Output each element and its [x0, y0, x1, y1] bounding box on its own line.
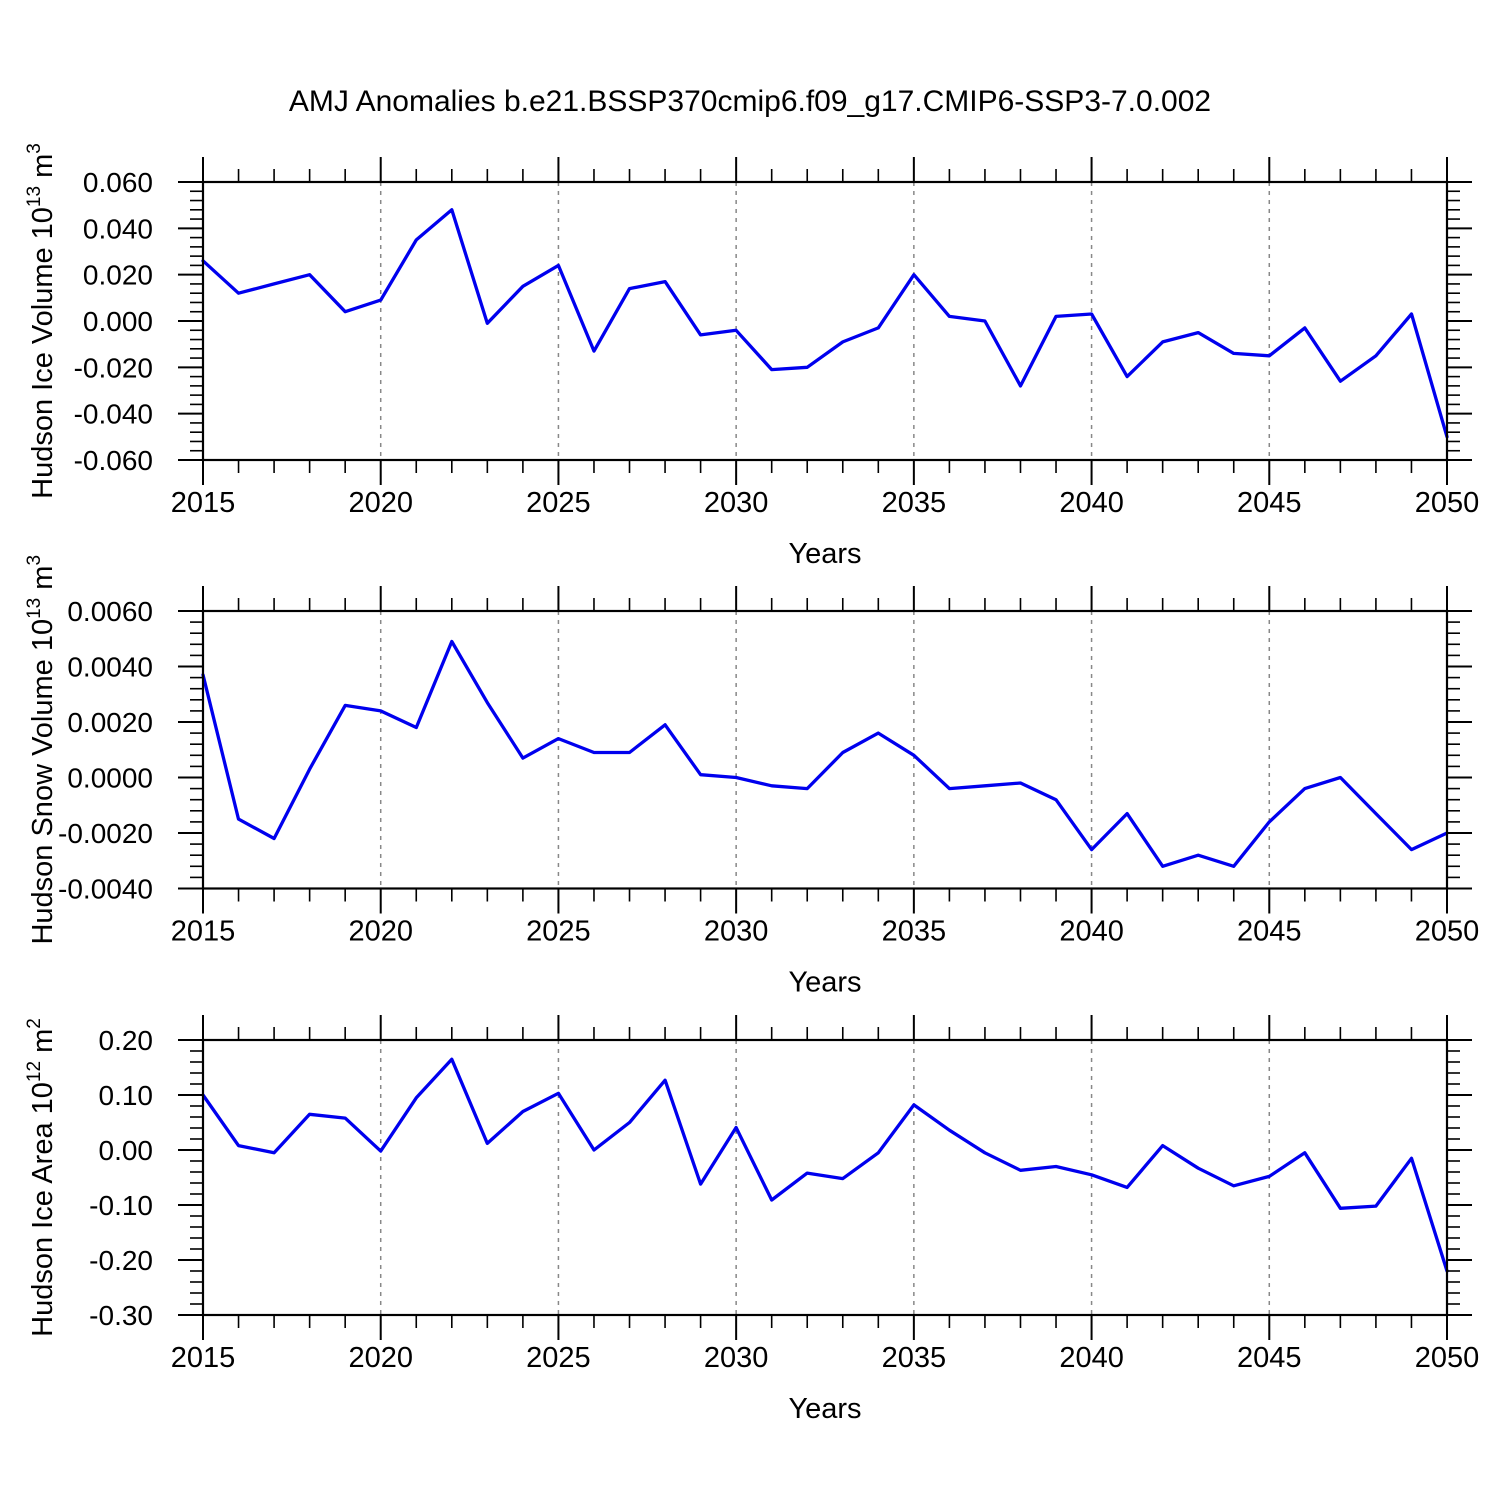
y-axis-label: Hudson Ice Volume 1013 m3 — [24, 143, 59, 499]
svg-text:0.0040: 0.0040 — [67, 652, 153, 683]
svg-text:2050: 2050 — [1415, 487, 1480, 519]
svg-text:2035: 2035 — [882, 916, 947, 948]
chart-title: AMJ Anomalies b.e21.BSSP370cmip6.f09_g17… — [288, 85, 1212, 118]
svg-text:2025: 2025 — [526, 916, 591, 948]
svg-text:2040: 2040 — [1059, 487, 1124, 519]
svg-text:2020: 2020 — [348, 487, 413, 519]
svg-text:2035: 2035 — [882, 487, 947, 519]
x-tick-labels: 2015 2020 2025 2030 2035 2040 2045 2050 — [171, 1342, 1480, 1374]
hudson-ice-area-line — [201, 1057, 1449, 1273]
axis-ticks — [178, 1015, 1472, 1340]
y-tick-labels: 0.060 0.040 0.020 0.000 -0.020 -0.040 -0.060 — [74, 167, 153, 476]
panel-hudson-ice-volume: 0.060 0.040 0.020 0.000 -0.020 -0.040 -0.060 20… — [24, 143, 1479, 570]
y-tick-labels: 0.0060 0.0040 0.0020 0.0000 -0.0020 -0.0040 — [58, 596, 153, 905]
svg-text:-0.060: -0.060 — [74, 445, 153, 476]
svg-text:2015: 2015 — [171, 1342, 236, 1374]
svg-text:0.0060: 0.0060 — [67, 596, 153, 627]
svg-text:2045: 2045 — [1237, 916, 1302, 948]
svg-text:-0.020: -0.020 — [74, 352, 153, 383]
panel-hudson-snow-volume: 0.0060 0.0040 0.0020 0.0000 -0.0020 -0.0040 20… — [24, 555, 1479, 999]
svg-text:2025: 2025 — [526, 1342, 591, 1374]
gridlines — [379, 182, 1271, 460]
y-axis-label: Hudson Snow Volume 1013 m3 — [24, 555, 59, 945]
svg-text:2040: 2040 — [1059, 916, 1124, 948]
svg-text:2040: 2040 — [1059, 1342, 1124, 1374]
svg-text:0.020: 0.020 — [83, 260, 153, 291]
axis-ticks — [178, 157, 1472, 485]
svg-text:2025: 2025 — [526, 487, 591, 519]
axis-frame — [201, 1038, 1449, 1317]
svg-text:-0.040: -0.040 — [74, 399, 153, 430]
svg-text:2030: 2030 — [704, 916, 769, 948]
svg-text:-0.0040: -0.0040 — [58, 874, 153, 905]
svg-text:-0.0020: -0.0020 — [58, 818, 153, 849]
svg-text:0.00: 0.00 — [99, 1135, 154, 1166]
svg-text:2030: 2030 — [704, 1342, 769, 1374]
svg-text:2045: 2045 — [1237, 487, 1302, 519]
x-axis-label: Years — [788, 538, 861, 570]
x-axis-label: Years — [788, 967, 861, 999]
svg-text:0.0020: 0.0020 — [67, 707, 153, 738]
svg-text:2015: 2015 — [171, 916, 236, 948]
x-tick-labels: 2015 2020 2025 2030 2035 2040 2045 2050 — [171, 916, 1480, 948]
axis-frame — [201, 180, 1449, 462]
svg-text:0.20: 0.20 — [99, 1025, 154, 1056]
svg-text:2050: 2050 — [1415, 916, 1480, 948]
svg-text:0.060: 0.060 — [83, 167, 153, 198]
y-tick-labels: 0.20 0.10 0.00 -0.10 -0.20 -0.30 — [89, 1025, 153, 1331]
svg-text:0.040: 0.040 — [83, 213, 153, 244]
svg-text:0.10: 0.10 — [99, 1080, 154, 1111]
hudson-ice-volume-line — [201, 208, 1449, 439]
svg-text:-0.10: -0.10 — [89, 1190, 153, 1221]
svg-text:2020: 2020 — [348, 1342, 413, 1374]
hudson-snow-volume-line — [201, 639, 1449, 868]
y-axis-label: Hudson Ice Area 1012 m2 — [24, 1018, 59, 1337]
svg-text:2035: 2035 — [882, 1342, 947, 1374]
svg-text:2045: 2045 — [1237, 1342, 1302, 1374]
svg-text:0.000: 0.000 — [83, 306, 153, 337]
svg-text:-0.20: -0.20 — [89, 1245, 153, 1276]
svg-text:-0.30: -0.30 — [89, 1300, 153, 1331]
svg-text:2050: 2050 — [1415, 1342, 1480, 1374]
svg-text:2015: 2015 — [171, 487, 236, 519]
x-axis-label: Years — [788, 1393, 861, 1425]
x-tick-labels: 2015 2020 2025 2030 2035 2040 2045 2050 — [171, 487, 1480, 519]
svg-text:2020: 2020 — [348, 916, 413, 948]
gridlines — [379, 611, 1271, 889]
svg-text:0.0000: 0.0000 — [67, 763, 153, 794]
axis-frame — [201, 609, 1449, 890]
svg-text:2030: 2030 — [704, 487, 769, 519]
axis-ticks — [178, 586, 1472, 914]
